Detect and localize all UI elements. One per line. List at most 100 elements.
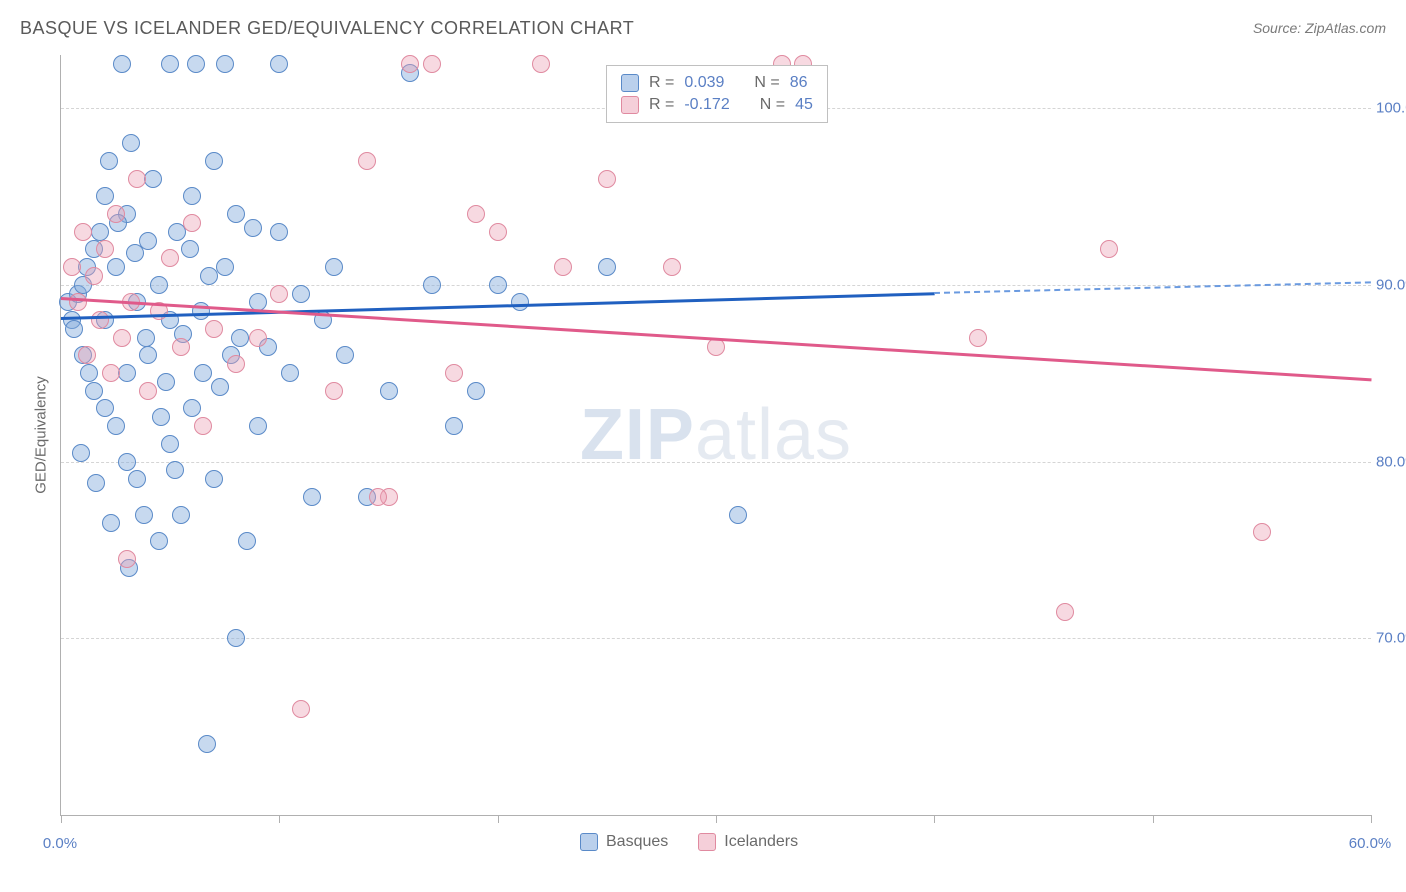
scatter-point bbox=[401, 55, 419, 73]
scatter-point bbox=[1100, 240, 1118, 258]
gridline-h bbox=[61, 638, 1371, 639]
legend-n-label: N = bbox=[754, 74, 779, 92]
scatter-point bbox=[181, 240, 199, 258]
legend-item: Icelanders bbox=[698, 833, 798, 851]
scatter-point bbox=[729, 506, 747, 524]
x-tick bbox=[61, 815, 62, 823]
scatter-point bbox=[227, 205, 245, 223]
scatter-point bbox=[198, 735, 216, 753]
scatter-point bbox=[532, 55, 550, 73]
scatter-point bbox=[183, 187, 201, 205]
scatter-point bbox=[74, 223, 92, 241]
scatter-point bbox=[87, 474, 105, 492]
scatter-point bbox=[205, 470, 223, 488]
scatter-point bbox=[63, 258, 81, 276]
legend-row: R =-0.172N =45 bbox=[621, 94, 813, 116]
scatter-point bbox=[107, 417, 125, 435]
trend-line bbox=[934, 281, 1371, 294]
scatter-point bbox=[194, 417, 212, 435]
scatter-point bbox=[205, 320, 223, 338]
scatter-point bbox=[554, 258, 572, 276]
scatter-point bbox=[445, 364, 463, 382]
scatter-point bbox=[244, 219, 262, 237]
scatter-point bbox=[445, 417, 463, 435]
scatter-point bbox=[69, 293, 87, 311]
scatter-point bbox=[325, 258, 343, 276]
scatter-point bbox=[227, 629, 245, 647]
scatter-point bbox=[135, 506, 153, 524]
chart-title: BASQUE VS ICELANDER GED/EQUIVALENCY CORR… bbox=[20, 18, 634, 38]
chart-container: GED/Equivalency ZIPatlas R =0.039N =86R … bbox=[20, 50, 1386, 850]
scatter-point bbox=[303, 488, 321, 506]
legend-r-label: R = bbox=[649, 96, 674, 114]
x-tick-label: 60.0% bbox=[1349, 835, 1392, 852]
legend-swatch bbox=[621, 96, 639, 114]
scatter-point bbox=[102, 514, 120, 532]
scatter-point bbox=[65, 320, 83, 338]
x-tick bbox=[498, 815, 499, 823]
scatter-point bbox=[205, 152, 223, 170]
scatter-point bbox=[128, 470, 146, 488]
x-tick bbox=[1371, 815, 1372, 823]
scatter-point bbox=[969, 329, 987, 347]
scatter-point bbox=[380, 382, 398, 400]
scatter-point bbox=[663, 258, 681, 276]
scatter-point bbox=[249, 417, 267, 435]
scatter-point bbox=[183, 214, 201, 232]
scatter-point bbox=[292, 700, 310, 718]
scatter-point bbox=[172, 506, 190, 524]
gridline-h bbox=[61, 462, 1371, 463]
scatter-point bbox=[325, 382, 343, 400]
y-tick-label: 100.0% bbox=[1376, 100, 1406, 117]
legend-r-value: -0.172 bbox=[684, 96, 729, 114]
scatter-point bbox=[489, 223, 507, 241]
x-tick bbox=[1153, 815, 1154, 823]
scatter-point bbox=[85, 267, 103, 285]
scatter-point bbox=[187, 55, 205, 73]
scatter-point bbox=[358, 152, 376, 170]
scatter-point bbox=[96, 399, 114, 417]
scatter-point bbox=[113, 329, 131, 347]
scatter-point bbox=[150, 532, 168, 550]
scatter-point bbox=[227, 355, 245, 373]
scatter-point bbox=[126, 244, 144, 262]
scatter-point bbox=[270, 285, 288, 303]
scatter-point bbox=[161, 249, 179, 267]
x-tick-label: 0.0% bbox=[43, 835, 77, 852]
x-tick bbox=[279, 815, 280, 823]
legend-r-value: 0.039 bbox=[684, 74, 724, 92]
scatter-point bbox=[91, 311, 109, 329]
scatter-point bbox=[161, 55, 179, 73]
series-legend: BasquesIcelanders bbox=[580, 833, 798, 851]
scatter-point bbox=[122, 134, 140, 152]
scatter-point bbox=[85, 382, 103, 400]
scatter-point bbox=[200, 267, 218, 285]
scatter-point bbox=[100, 152, 118, 170]
legend-row: R =0.039N =86 bbox=[621, 72, 813, 94]
scatter-point bbox=[270, 223, 288, 241]
scatter-point bbox=[467, 205, 485, 223]
scatter-point bbox=[80, 364, 98, 382]
scatter-point bbox=[369, 488, 387, 506]
legend-swatch bbox=[580, 833, 598, 851]
scatter-point bbox=[249, 329, 267, 347]
legend-r-label: R = bbox=[649, 74, 674, 92]
scatter-point bbox=[211, 378, 229, 396]
scatter-point bbox=[107, 258, 125, 276]
scatter-point bbox=[216, 55, 234, 73]
scatter-point bbox=[270, 55, 288, 73]
y-tick-label: 90.0% bbox=[1376, 276, 1406, 293]
scatter-point bbox=[281, 364, 299, 382]
watermark: ZIPatlas bbox=[580, 394, 852, 476]
scatter-point bbox=[118, 550, 136, 568]
y-axis-title: GED/Equivalency bbox=[33, 376, 50, 494]
x-tick bbox=[716, 815, 717, 823]
scatter-point bbox=[238, 532, 256, 550]
legend-n-value: 45 bbox=[795, 96, 813, 114]
scatter-point bbox=[423, 276, 441, 294]
y-tick-label: 80.0% bbox=[1376, 453, 1406, 470]
scatter-point bbox=[1056, 603, 1074, 621]
scatter-point bbox=[91, 223, 109, 241]
scatter-point bbox=[96, 187, 114, 205]
scatter-point bbox=[172, 338, 190, 356]
